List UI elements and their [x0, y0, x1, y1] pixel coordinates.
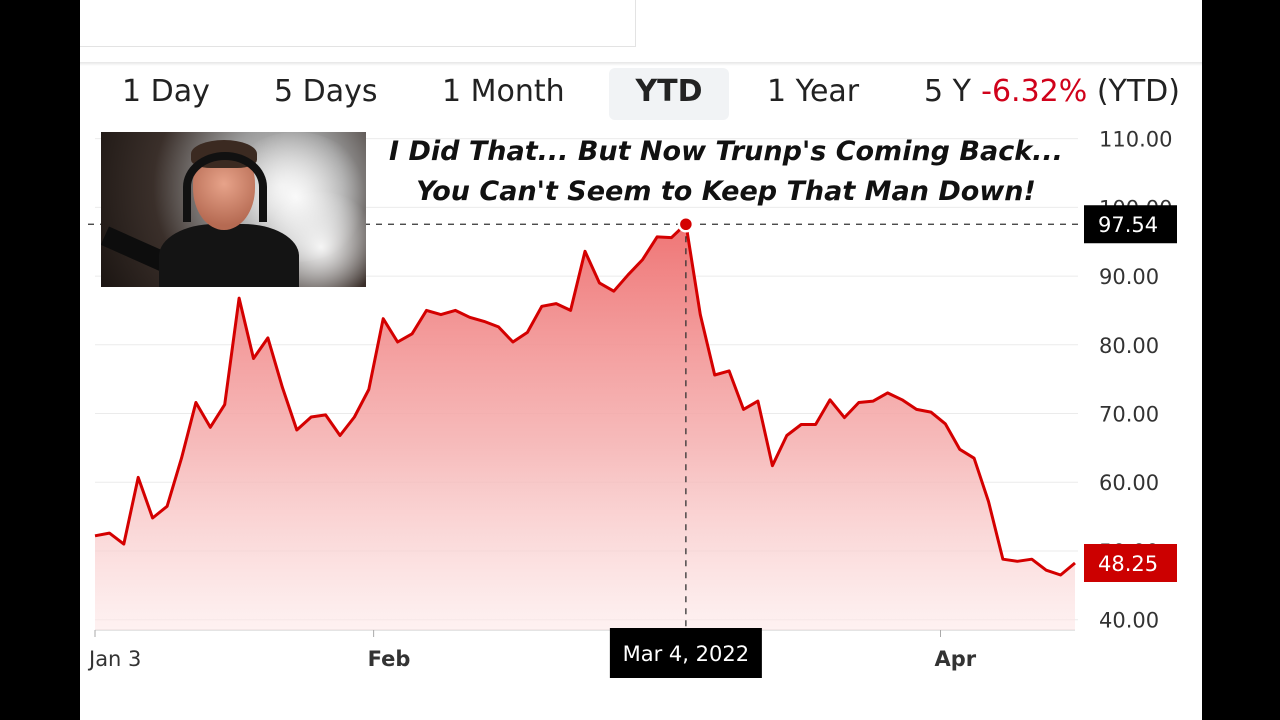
y-tick-label: 90.00: [1099, 265, 1159, 289]
x-tick-label: Apr: [934, 647, 976, 671]
photo: [101, 132, 366, 287]
crosshair-value-label: 97.54: [1098, 213, 1158, 237]
divider: [80, 62, 1202, 66]
tab-1-month[interactable]: 1 Month: [442, 74, 565, 109]
crosshair-date-label: Mar 4, 2022: [623, 642, 749, 666]
x-tick-label: Feb: [368, 647, 411, 671]
crosshair-point: [677, 215, 695, 233]
caption: I Did That... But Now Trunp's Coming Bac…: [376, 132, 1076, 212]
change-period: (YTD): [1096, 74, 1180, 109]
crosshair-value-badge: [1084, 205, 1177, 244]
y-tick-label: 70.00: [1099, 403, 1159, 427]
x-tick-label: Jan 3: [87, 647, 141, 671]
caption-line-1: I Did That... But Now Trunp's Coming Bac…: [389, 136, 1063, 167]
change-value: -6.32%: [981, 74, 1088, 109]
price-line: [94, 222, 1076, 577]
caption-line-2: You Can't Seem to Keep That Man Down!: [416, 176, 1036, 207]
y-tick-label: 80.00: [1099, 334, 1159, 358]
range-tabs: 1 Day 5 Days 1 Month YTD 1 Year 5 Y: [80, 68, 1202, 120]
tab-ytd[interactable]: YTD: [609, 68, 729, 120]
y-tick-label: 110.00: [1099, 128, 1172, 152]
top-panel: [80, 0, 636, 47]
tab-5-days[interactable]: 5 Days: [274, 74, 378, 109]
y-tick-label: 60.00: [1099, 471, 1159, 495]
ytd-change: -6.32% (YTD): [977, 68, 1180, 120]
price-area: [95, 223, 1075, 631]
price-chart: 40.0050.0060.0070.0080.0090.00100.00110.…: [87, 128, 1177, 678]
tab-1-day[interactable]: 1 Day: [122, 74, 210, 109]
last-value-badge: [1084, 543, 1177, 582]
last-value-label: 48.25: [1098, 552, 1158, 576]
y-tick-label: 40.00: [1099, 609, 1159, 633]
tab-5-years[interactable]: 5 Y: [924, 74, 971, 109]
tab-1-year[interactable]: 1 Year: [767, 74, 860, 109]
crosshair-date-badge: [609, 628, 762, 678]
chart-frame: 1 Day 5 Days 1 Month YTD 1 Year 5 Y -6.3…: [80, 0, 1202, 720]
